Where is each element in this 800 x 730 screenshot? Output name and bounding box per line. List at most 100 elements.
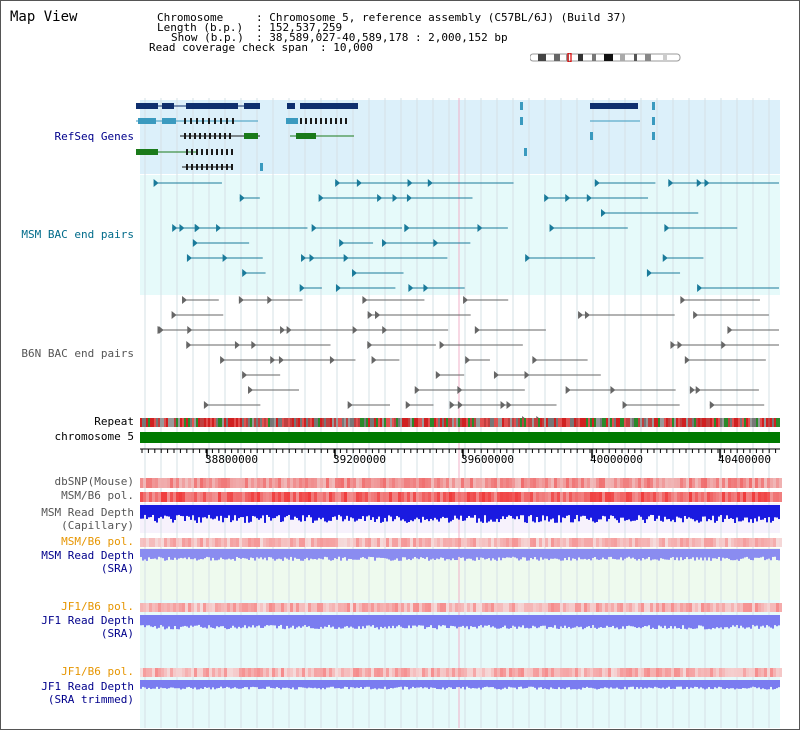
jf1-depth-trim-bar: [292, 680, 294, 688]
msm-depth-cap-bar: [248, 505, 250, 523]
jf1-pol-trim-cell: [197, 668, 200, 677]
msm-pol-sra-cell: [215, 538, 218, 547]
jf1-pol-trim-cell: [284, 668, 287, 677]
jf1-depth-sra-bar: [366, 615, 368, 626]
gene-marker: [652, 132, 655, 140]
dbsnp-cell: [749, 478, 752, 488]
msm-depth-cap-bar: [502, 505, 504, 517]
msm-depth-cap-bar: [656, 505, 658, 519]
msm-depth-sra-bar: [220, 549, 222, 558]
msm-depth-sra-bar: [394, 549, 396, 560]
jf1-depth-trim-bar: [208, 680, 210, 688]
gene-exon: [286, 118, 298, 124]
msm-pol-cell: [248, 492, 251, 502]
msm-depth-cap-bar: [242, 505, 244, 518]
jf1-pol-cell: [500, 603, 503, 612]
jf1-depth-trim-bar: [684, 680, 686, 689]
msm-depth-cap-bar: [418, 505, 420, 520]
jf1-pol-cell: [191, 603, 194, 612]
repeat-segment: [418, 418, 420, 427]
msm-depth-sra-bar: [622, 549, 624, 561]
repeat-segment: [438, 418, 440, 427]
repeat-segment: [624, 418, 626, 427]
jf1-pol-trim-cell: [302, 668, 305, 677]
msm-depth-cap-bar: [684, 505, 686, 517]
jf1-depth-trim-bar: [638, 680, 640, 689]
msm-depth-cap-bar: [706, 505, 708, 522]
dbsnp-cell: [233, 478, 236, 488]
gene-exon: [191, 164, 193, 170]
msm-depth-sra-bar: [238, 549, 240, 559]
jf1-pol-trim-cell: [140, 668, 143, 677]
repeat-segment: [276, 418, 278, 427]
jf1-pol-cell: [380, 603, 383, 612]
msm-depth-sra-bar: [678, 549, 680, 561]
jf1-pol-trim-cell: [233, 668, 236, 677]
msm-depth-sra-bar: [188, 549, 190, 558]
jf1-depth-sra-bar: [624, 615, 626, 629]
msm-pol-cell: [680, 492, 683, 502]
jf1-pol-trim-cell: [500, 668, 503, 677]
jf1-pol-trim-cell: [167, 668, 170, 677]
repeat-segment: [474, 418, 476, 427]
jf1-depth-trim-bar: [490, 680, 492, 688]
msm-pol-sra-cell: [401, 538, 404, 547]
gene-exon: [315, 118, 317, 124]
repeat-segment: [698, 418, 700, 427]
jf1-depth-sra-bar: [634, 615, 636, 628]
msm-pol-sra-cell: [314, 538, 317, 547]
jf1-depth-sra-bar: [614, 615, 616, 629]
msm-depth-cap-bar: [144, 505, 146, 515]
jf1-depth-sra-bar: [148, 615, 150, 626]
chromosome-ideogram[interactable]: [530, 53, 682, 62]
msm-pol-cell: [467, 492, 470, 502]
msm-pol-cell: [626, 492, 629, 502]
msm-pol-cell: [335, 492, 338, 502]
msm-pol-cell: [299, 492, 302, 502]
dbsnp-cell: [368, 478, 371, 488]
dbsnp-cell: [779, 478, 782, 488]
msm-pol-cell: [302, 492, 305, 502]
gene-exon: [196, 118, 198, 124]
msm-depth-cap-bar: [378, 505, 380, 517]
jf1-depth-sra-bar: [294, 615, 296, 629]
dbsnp-cell: [395, 478, 398, 488]
msm-pol-cell: [206, 492, 209, 502]
jf1-depth-sra-bar: [272, 615, 274, 626]
msm-depth-cap-bar: [216, 505, 218, 517]
msm-pol-cell: [581, 492, 584, 502]
jf1-depth-sra-bar: [296, 615, 298, 628]
msm-depth-cap-bar: [746, 505, 748, 518]
jf1-pol-cell: [533, 603, 536, 612]
msm-depth-sra-bar: [352, 549, 354, 560]
jf1-depth-trim-bar: [650, 680, 652, 688]
msm-depth-cap-bar: [326, 505, 328, 523]
msm-pol-sra-cell: [371, 538, 374, 547]
msm-depth-cap-bar: [490, 505, 492, 520]
repeat-segment: [730, 418, 732, 427]
msm-pol-cell: [455, 492, 458, 502]
msm-depth-cap-bar: [620, 505, 622, 518]
jf1-depth-trim-bar: [698, 680, 700, 689]
msm-depth-sra-bar: [276, 549, 278, 560]
jf1-pol-cell: [470, 603, 473, 612]
jf1-depth-trim-bar: [674, 680, 676, 689]
msm-depth-cap-bar: [336, 505, 338, 520]
jf1-depth-sra-bar: [448, 615, 450, 629]
msm-pol-cell: [494, 492, 497, 502]
dbsnp-cell: [731, 478, 734, 488]
jf1-depth-trim-bar: [498, 680, 500, 690]
msm-pol-sra-cell: [458, 538, 461, 547]
repeat-segment: [144, 418, 146, 427]
msm-depth-cap-bar: [454, 505, 456, 516]
jf1-depth-sra-bar: [642, 615, 644, 628]
msm-pol-cell: [140, 492, 143, 502]
repeat-segment: [770, 418, 772, 427]
jf1-pol-cell: [554, 603, 557, 612]
jf1-pol-cell: [446, 603, 449, 612]
gene-exon: [206, 149, 208, 155]
msm-depth-sra-bar: [618, 549, 620, 560]
msm-pol-cell: [641, 492, 644, 502]
jf1-depth-trim-bar: [166, 680, 168, 689]
